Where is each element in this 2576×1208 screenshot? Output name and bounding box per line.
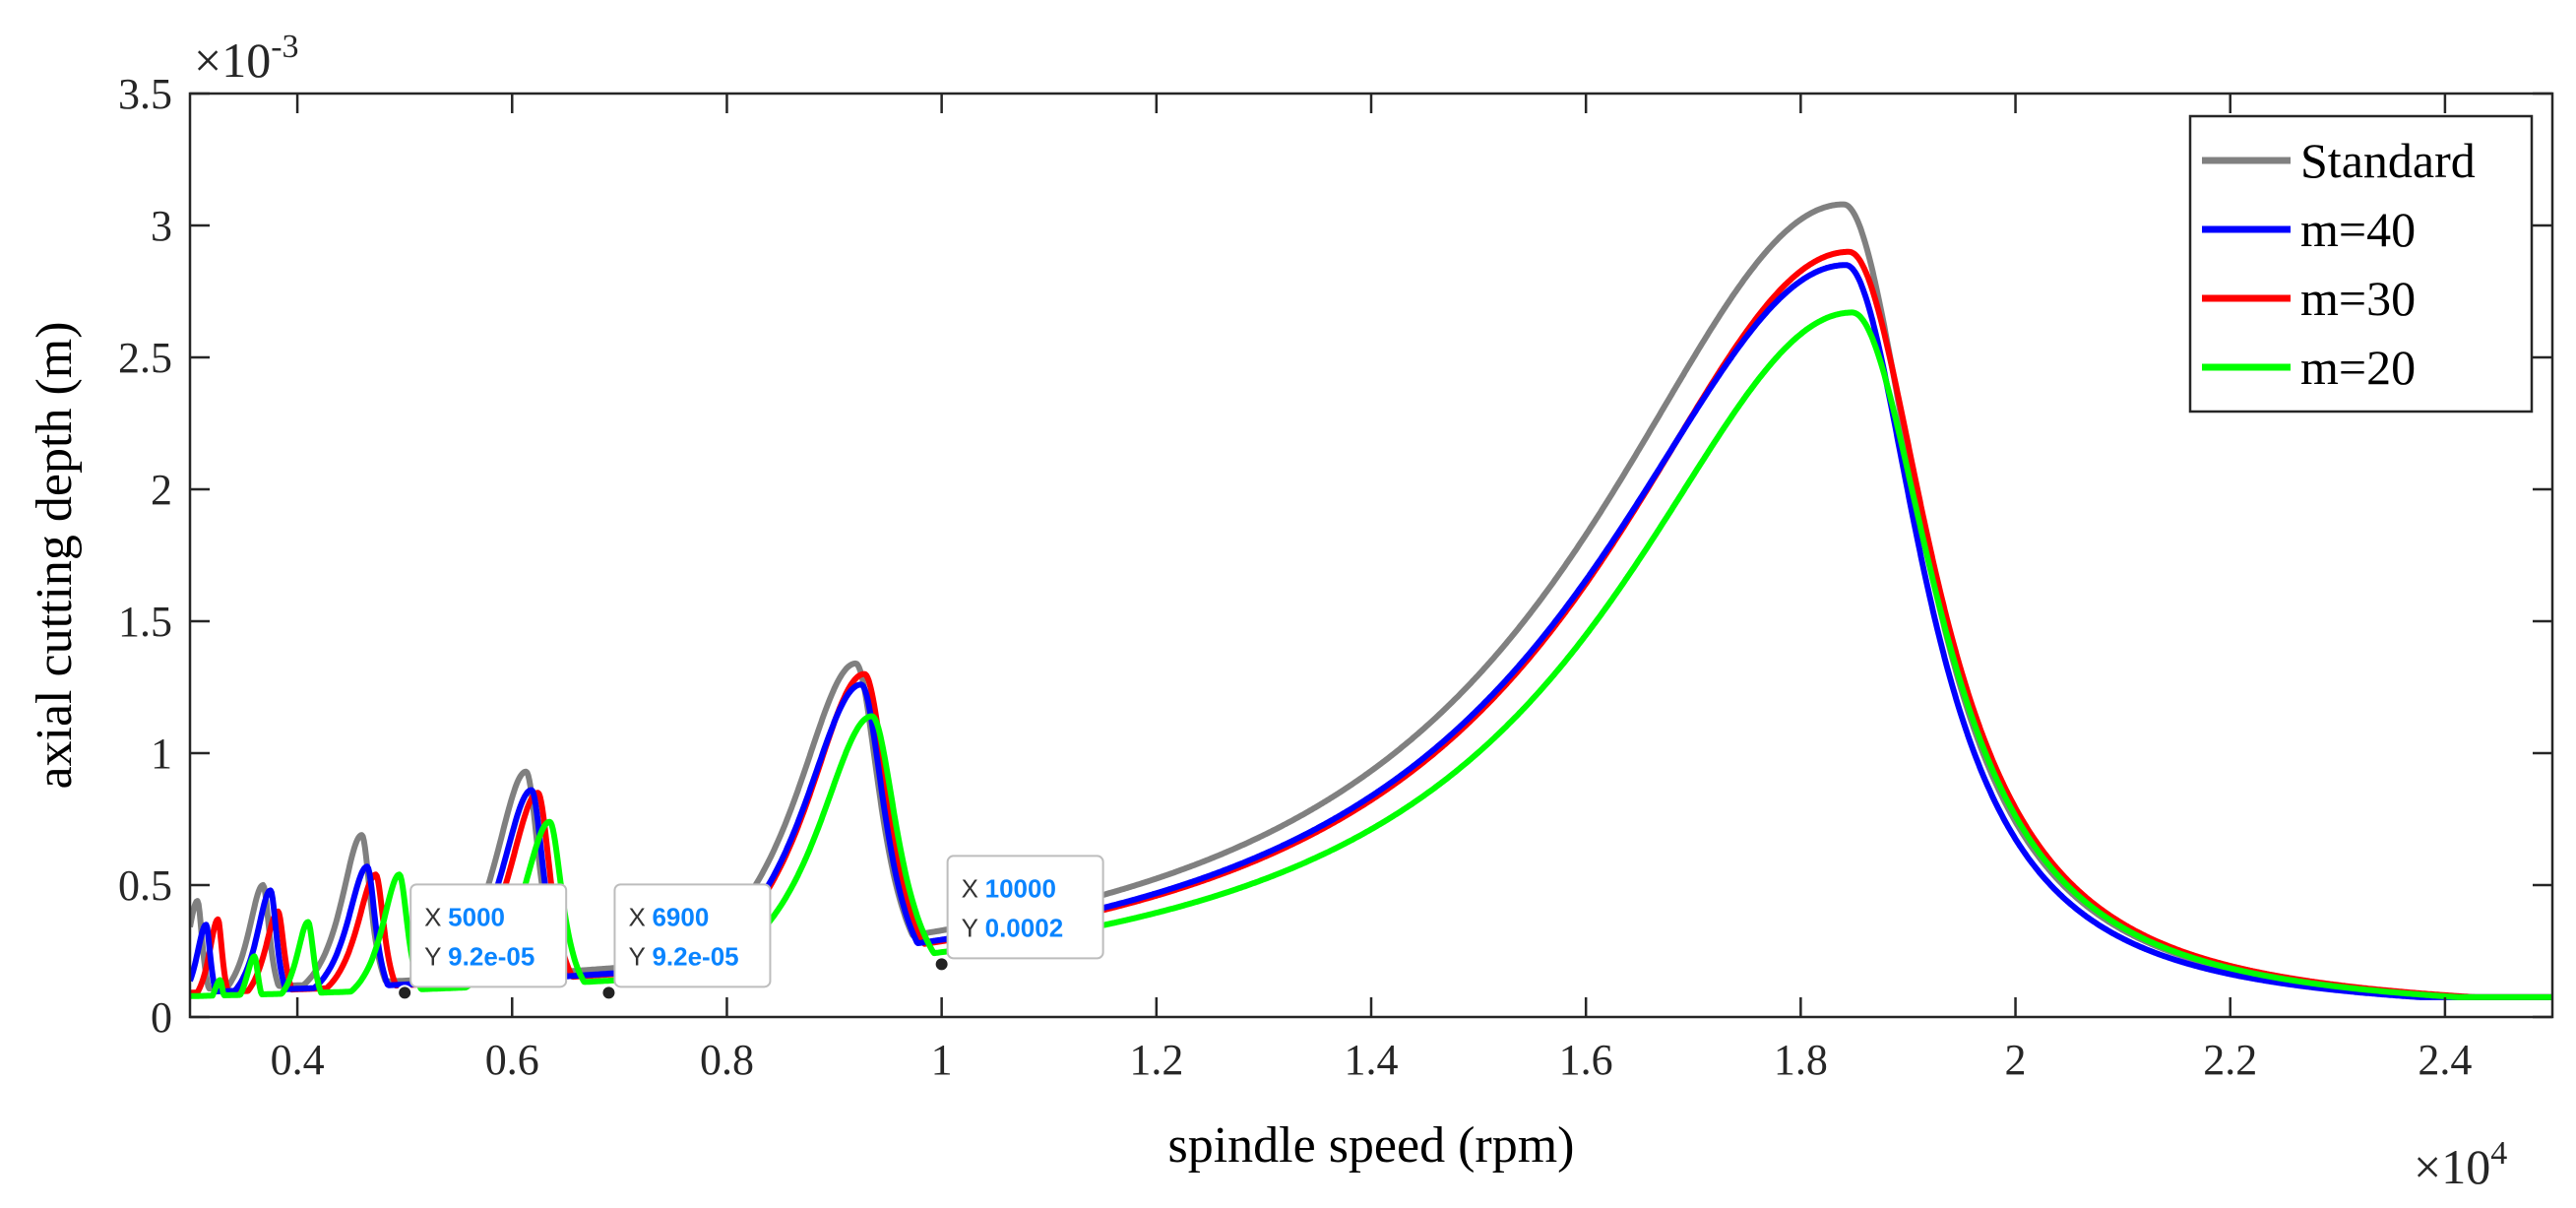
datatip-marker [600,985,617,1001]
datatip-box [946,855,1104,960]
y-tick-label: 3 [151,202,172,250]
datatip-y-value: 0.0002 [985,913,1064,942]
datatip-box [409,883,568,988]
y-axis-title: axial cutting depth (m) [27,321,83,789]
y-tick-label: 1 [151,730,172,778]
y-tick-label: 2.5 [118,334,172,382]
datatip-marker [933,956,950,973]
legend-label: m=40 [2300,202,2416,257]
datatip-x-key: X [628,902,645,931]
datatip-y-key: Y [628,941,645,971]
datatip-y-value: 9.2e-05 [448,941,534,971]
x-multiplier: ×104 [2414,1135,2507,1194]
datatip-y-key: Y [424,941,441,971]
y-multiplier: ×10-3 [194,29,299,88]
datatip-x-value: 5000 [448,902,505,931]
datatip-x-value: 6900 [652,902,709,931]
x-tick-label: 1.2 [1129,1036,1183,1084]
datatip-x-key: X [962,873,978,903]
legend-label: Standard [2300,133,2476,188]
x-tick-label: 2.4 [2418,1036,2472,1084]
ticks-layer: 0.4 0.6 0.8 1 1.2 1.4 1.6 1.8 2 2.2 2.4 0 0.5 1 1.5 2 2.… [118,70,2552,1084]
legend-label: m=20 [2300,340,2416,395]
y-multiplier-exp: -3 [271,29,298,65]
y-tick-label: 0.5 [118,861,172,910]
datatip-marker [397,985,413,1001]
series-layer [190,201,2552,1000]
legend-box [2188,114,2534,413]
y-tick-label: 3.5 [118,70,172,118]
legend: Standard m=40 m=30 m=20 [2188,114,2534,413]
x-axis-title: spindle speed (rpm) [1167,1117,1574,1174]
y-tick-label: 0 [151,993,172,1042]
y-tick-label: 2 [151,466,172,514]
plot-area [190,94,2552,1017]
x-tick-label: 1.4 [1345,1036,1399,1084]
y-multiplier-base: ×10 [194,32,271,88]
x-tick-label: 0.6 [485,1036,539,1084]
x-multiplier-base: ×10 [2414,1139,2490,1194]
datatip-x-value: 10000 [985,873,1056,903]
x-tick-label: 1 [931,1036,953,1084]
x-tick-label: 2.2 [2203,1036,2257,1084]
y-tick-label: 1.5 [118,598,172,646]
datatip-y-key: Y [962,913,978,942]
x-tick-label: 1.6 [1559,1036,1613,1084]
x-tick-label: 1.8 [1774,1036,1828,1084]
x-tick-label: 2 [2005,1036,2027,1084]
x-multiplier-exp: 4 [2490,1135,2507,1172]
x-tick-label: 0.4 [271,1036,325,1084]
series-line-m-20 [190,309,2552,1000]
datatip-x-key: X [424,902,441,931]
datatip-box [613,883,772,988]
legend-label: m=30 [2300,271,2416,326]
x-tick-label: 0.8 [700,1036,754,1084]
datatip-y-value: 9.2e-05 [652,941,738,971]
